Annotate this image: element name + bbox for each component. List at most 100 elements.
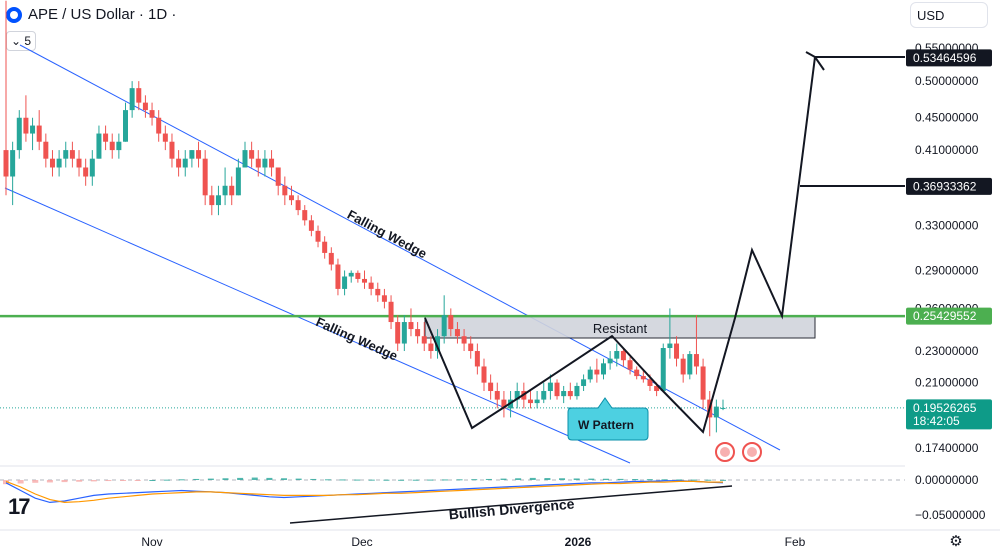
candle-body [10, 150, 16, 177]
candle-body [527, 399, 533, 404]
candle-body [501, 399, 507, 409]
macd-histogram-bar [368, 479, 375, 481]
candle-body [196, 150, 202, 159]
indicator-toggle[interactable]: ⌄ 5 [6, 31, 37, 51]
candle-body [176, 158, 182, 168]
macd-histogram-bar [676, 479, 683, 481]
gear-icon[interactable]: ⚙ [949, 533, 963, 550]
candle-body [23, 117, 29, 134]
macd-histogram-bar [207, 478, 214, 480]
price-tick-label: 0.21000000 [915, 376, 979, 390]
candle-body [222, 185, 228, 196]
macd-histogram-bar [515, 478, 522, 480]
candle-body [654, 385, 660, 392]
candle-body [315, 230, 321, 242]
candle-body [308, 220, 314, 231]
candle-body [63, 150, 69, 159]
candle-body [103, 133, 109, 142]
candle-body [534, 399, 540, 404]
candle-body [255, 158, 261, 168]
price-tag-box [906, 49, 992, 67]
macd-histogram-bar [354, 479, 361, 481]
macd-histogram-bar [617, 478, 624, 480]
macd-histogram-bar [646, 479, 653, 481]
macd-histogram-bar [237, 477, 244, 480]
candle-body [149, 110, 155, 118]
candle-body [355, 272, 361, 279]
macd-histogram-bar [573, 478, 580, 480]
candle-body [693, 354, 699, 367]
candle-body [182, 158, 188, 168]
candle-body [215, 195, 221, 206]
candle-body [421, 336, 427, 344]
candle-body [581, 379, 587, 386]
candle-body [69, 150, 75, 159]
macd-line [5, 480, 724, 504]
macd-histogram-bar [149, 480, 156, 481]
time-tick-label: Feb [785, 535, 806, 549]
macd-histogram-bar [544, 478, 551, 480]
macd-histogram-bar [324, 479, 331, 481]
price-tick-label: 0.41000000 [915, 143, 979, 157]
candle-body [494, 391, 500, 400]
candle-body [142, 102, 148, 111]
candle-body [640, 376, 646, 380]
candle-body [156, 117, 162, 134]
macd-histogram-bar [485, 478, 492, 480]
candle-body [614, 351, 620, 359]
macd-histogram-bar [705, 479, 712, 481]
currency-selector[interactable]: USD [910, 2, 988, 28]
candle-body [282, 185, 288, 196]
candle-body [554, 382, 560, 397]
price-tag-box [906, 307, 992, 325]
price-tick-label: 0.23000000 [915, 344, 979, 358]
candle-body [362, 278, 367, 283]
candle-body [43, 141, 49, 159]
candle-body [302, 210, 308, 221]
candle-body [375, 288, 381, 296]
macd-histogram-bar [281, 478, 288, 480]
macd-tick-label: −0.05000000 [915, 508, 986, 522]
candle-body [209, 195, 215, 206]
macd-histogram-bar [661, 479, 668, 481]
candle-body [169, 141, 175, 159]
macd-tick-label: 0.00000000 [915, 473, 979, 487]
price-tick-label: 0.50000000 [915, 74, 979, 88]
candle-body [435, 336, 441, 352]
candle-body [16, 117, 22, 151]
price-tag-box [906, 177, 992, 195]
candle-body [620, 351, 626, 361]
price-tick-label: 0.45000000 [915, 111, 979, 125]
candle-body [454, 329, 460, 337]
w-pattern-callout [567, 397, 649, 441]
candle-body [269, 158, 275, 168]
candle-body [634, 369, 640, 377]
macd-histogram-bar [690, 479, 697, 481]
candle-body [89, 158, 95, 177]
candle-body [468, 343, 474, 352]
ape-coin-icon [6, 6, 22, 23]
macd-histogram-bar [3, 480, 9, 485]
macd-histogram-bar [90, 480, 97, 482]
candles-group [3, 0, 726, 437]
candle-body [342, 276, 348, 289]
candle-body [295, 200, 301, 211]
candle-body [574, 385, 580, 397]
candle-body [136, 88, 142, 103]
candle-body [116, 141, 122, 151]
candle-body [587, 369, 593, 380]
candle-body [96, 133, 102, 159]
macd-histogram-bar [178, 479, 185, 481]
candle-body [348, 272, 354, 277]
candle-body [594, 369, 600, 375]
price-tag-label: 0.19526265 [913, 401, 977, 415]
symbol-title[interactable]: APE / US Dollar · 1D · [28, 6, 177, 23]
price-tag-label: 0.53464596 [913, 51, 977, 65]
signal-line [5, 480, 723, 504]
macd-histogram-bar [720, 479, 726, 481]
us-flag-icon-inner [747, 447, 757, 457]
wedge-upper-label: Falling Wedge [345, 207, 430, 262]
candle-body [202, 158, 208, 196]
candle-body [235, 167, 241, 196]
